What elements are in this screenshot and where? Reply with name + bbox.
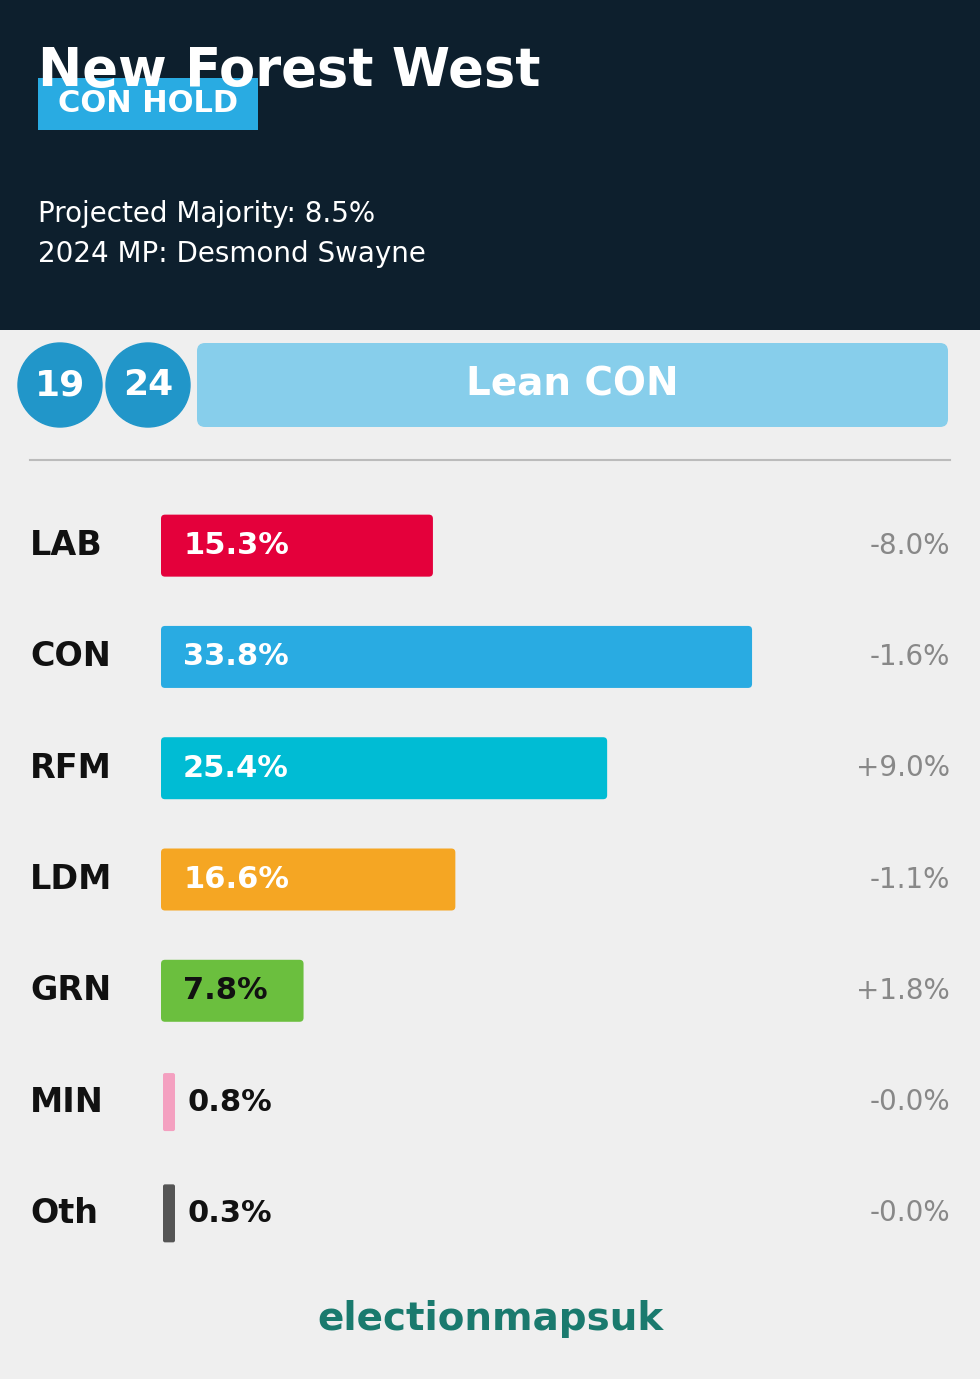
- FancyBboxPatch shape: [161, 738, 608, 800]
- Text: LDM: LDM: [30, 863, 113, 896]
- FancyBboxPatch shape: [161, 960, 304, 1022]
- Text: 24: 24: [122, 368, 173, 403]
- Text: CON HOLD: CON HOLD: [58, 90, 238, 119]
- Text: 25.4%: 25.4%: [183, 754, 289, 783]
- FancyBboxPatch shape: [197, 343, 948, 427]
- Text: 15.3%: 15.3%: [183, 531, 289, 560]
- Text: +1.8%: +1.8%: [857, 976, 950, 1005]
- Text: New Forest West: New Forest West: [38, 46, 541, 97]
- Text: -8.0%: -8.0%: [869, 532, 950, 560]
- Text: LAB: LAB: [30, 530, 103, 563]
- Text: -1.6%: -1.6%: [869, 643, 950, 672]
- Text: Lean CON: Lean CON: [466, 365, 679, 404]
- Text: GRN: GRN: [30, 975, 112, 1007]
- Text: -0.0%: -0.0%: [869, 1088, 950, 1116]
- Circle shape: [18, 343, 102, 427]
- FancyBboxPatch shape: [0, 330, 980, 1379]
- FancyBboxPatch shape: [0, 0, 980, 330]
- Text: MIN: MIN: [30, 1085, 104, 1118]
- Text: +9.0%: +9.0%: [856, 754, 950, 782]
- Text: -1.1%: -1.1%: [869, 866, 950, 894]
- Text: 7.8%: 7.8%: [183, 976, 268, 1005]
- FancyBboxPatch shape: [163, 1073, 175, 1131]
- Text: 19: 19: [35, 368, 85, 403]
- Text: Oth: Oth: [30, 1197, 98, 1230]
- Text: 0.8%: 0.8%: [187, 1088, 271, 1117]
- Text: electionmapsuk: electionmapsuk: [317, 1300, 663, 1338]
- Circle shape: [106, 343, 190, 427]
- Text: 2024 MP: Desmond Swayne: 2024 MP: Desmond Swayne: [38, 240, 426, 268]
- FancyBboxPatch shape: [163, 1185, 175, 1242]
- Text: Projected Majority: 8.5%: Projected Majority: 8.5%: [38, 200, 375, 228]
- Text: RFM: RFM: [30, 752, 112, 785]
- FancyBboxPatch shape: [161, 626, 752, 688]
- Text: CON: CON: [30, 640, 111, 673]
- FancyBboxPatch shape: [38, 79, 258, 130]
- Text: 0.3%: 0.3%: [187, 1198, 271, 1227]
- FancyBboxPatch shape: [161, 848, 456, 910]
- Text: 33.8%: 33.8%: [183, 643, 289, 672]
- Text: -0.0%: -0.0%: [869, 1200, 950, 1227]
- Text: 16.6%: 16.6%: [183, 865, 289, 894]
- FancyBboxPatch shape: [161, 514, 433, 576]
